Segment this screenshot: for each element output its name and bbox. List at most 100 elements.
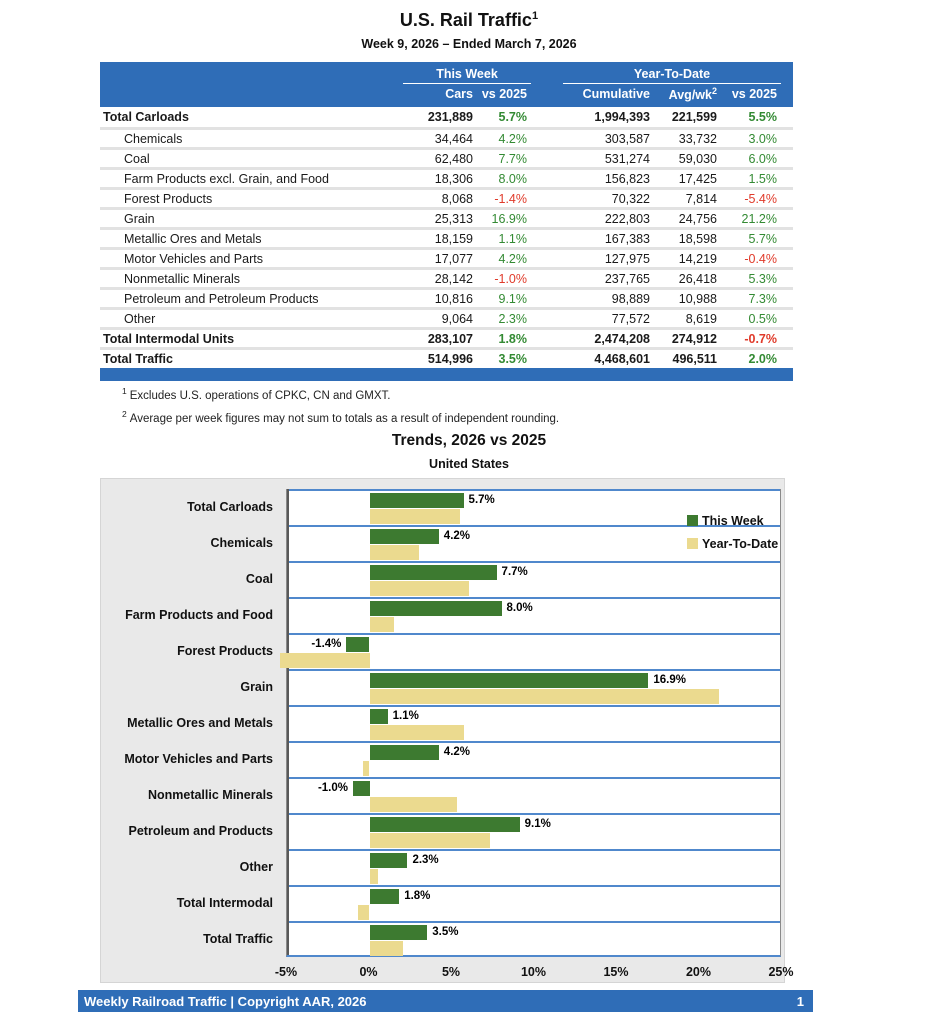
cell-cars: 283,107 bbox=[427, 331, 473, 346]
x-axis-tick-label: 5% bbox=[441, 965, 461, 979]
cell-ytd-vs2025: 5.5% bbox=[748, 110, 778, 124]
table-row: Motor Vehicles and Parts 17,077 4.2% 127,97… bbox=[100, 247, 793, 267]
cell-cumulative: 70,322 bbox=[611, 191, 650, 206]
row-label: Total Traffic bbox=[103, 351, 173, 366]
bar-value-label: 2.3% bbox=[412, 854, 439, 866]
cell-avg-per-week: 59,030 bbox=[678, 151, 717, 166]
cell-ytd-vs2025: 5.3% bbox=[748, 271, 778, 286]
cell-week-vs2025: -1.0% bbox=[494, 271, 527, 286]
cell-avg-per-week: 18,598 bbox=[678, 231, 717, 246]
cell-cars: 62,480 bbox=[434, 151, 473, 166]
bar-value-label: 7.7% bbox=[501, 566, 528, 578]
row-label: Metallic Ores and Metals bbox=[124, 231, 262, 246]
table-body: Total Carloads 231,889 5.7% 1,994,393 221,59… bbox=[100, 107, 793, 367]
table-row: Total Intermodal Units 283,107 1.8% 2,474,2… bbox=[100, 327, 793, 347]
cell-week-vs2025: 7.7% bbox=[498, 151, 528, 166]
chart-category-label: Petroleum and Products bbox=[128, 824, 273, 838]
row-label: Forest Products bbox=[124, 191, 213, 206]
legend-item-year-to-date: Year-To-Date bbox=[687, 532, 778, 555]
x-axis-tick-label: 10% bbox=[520, 965, 547, 979]
year-to-date-bar bbox=[369, 545, 419, 560]
chart-legend: This Week Year-To-Date bbox=[687, 509, 778, 555]
column-header-cumulative: Cumulative bbox=[582, 87, 650, 101]
cell-avg-per-week: 221,599 bbox=[671, 110, 717, 124]
legend-item-this-week: This Week bbox=[687, 509, 778, 532]
column-header-avgwk: Avg/wk2 bbox=[654, 86, 721, 102]
table-row: Nonmetallic Minerals 28,142 -1.0% 237,765 26… bbox=[100, 267, 793, 287]
chart-category-label: Nonmetallic Minerals bbox=[147, 788, 273, 802]
cell-cumulative: 2,474,208 bbox=[594, 331, 650, 346]
chart-category-label: Forest Products bbox=[177, 644, 273, 658]
cell-ytd-vs2025: 3.0% bbox=[748, 131, 778, 146]
this-week-bar bbox=[369, 889, 400, 904]
year-to-date-bar bbox=[369, 617, 395, 632]
this-week-bar bbox=[353, 781, 370, 796]
page-title: U.S. Rail Traffic1 bbox=[0, 10, 938, 31]
table-row: Total Carloads 231,889 5.7% 1,994,393 221,59… bbox=[100, 107, 793, 127]
table-row: Chemicals 34,464 4.2% 303,587 33,732 3.0% bbox=[100, 127, 793, 147]
row-label: Other bbox=[124, 311, 156, 326]
cell-week-vs2025: 1.1% bbox=[498, 231, 528, 246]
group-header-this-week: This Week bbox=[403, 67, 531, 84]
cell-ytd-vs2025: -0.4% bbox=[744, 251, 777, 266]
x-axis-tick-label: 0% bbox=[359, 965, 378, 979]
year-to-date-bar bbox=[369, 689, 720, 704]
chart-title: Trends, 2026 vs 2025 bbox=[391, 432, 547, 449]
footer-page-number: 1 bbox=[796, 993, 804, 1009]
page-footer-bar: Weekly Railroad Traffic | Copyright AAR,… bbox=[78, 990, 813, 1012]
cell-cumulative: 531,274 bbox=[604, 151, 650, 166]
bar-value-label: 5.7% bbox=[468, 494, 495, 506]
table-row: Metallic Ores and Metals 18,159 1.1% 167,38… bbox=[100, 227, 793, 247]
chart-band bbox=[287, 597, 780, 633]
footnote-2-text: Average per week figures may not sum to … bbox=[129, 412, 560, 425]
cell-cars: 9,064 bbox=[441, 311, 473, 326]
year-to-date-bar bbox=[369, 797, 457, 812]
year-to-date-bar bbox=[280, 653, 370, 668]
year-to-date-bar bbox=[369, 941, 403, 956]
chart-category-label: Total Traffic bbox=[203, 932, 273, 946]
row-label: Motor Vehicles and Parts bbox=[124, 251, 263, 266]
cell-cars: 34,464 bbox=[434, 131, 473, 146]
chart-category-label: Other bbox=[239, 860, 273, 874]
table-row: Coal 62,480 7.7% 531,274 59,030 6.0% bbox=[100, 147, 793, 167]
chart-category-label: Total Intermodal bbox=[176, 896, 273, 910]
x-axis-tick-label: 25% bbox=[768, 965, 794, 979]
chart-band bbox=[287, 633, 780, 669]
cell-ytd-vs2025: 21.2% bbox=[741, 211, 777, 226]
table-row: Grain 25,313 16.9% 222,803 24,756 21.2% bbox=[100, 207, 793, 227]
cell-avg-per-week: 26,418 bbox=[678, 271, 717, 286]
table-row: Forest Products 8,068 -1.4% 70,322 7,814 -5.4… bbox=[100, 187, 793, 207]
chart-band bbox=[287, 741, 780, 777]
cell-ytd-vs2025: 7.3% bbox=[748, 291, 778, 306]
chart-band bbox=[287, 561, 780, 597]
cell-cumulative: 4,468,601 bbox=[594, 351, 650, 366]
cell-avg-per-week: 10,988 bbox=[678, 291, 717, 306]
cell-avg-per-week: 8,619 bbox=[685, 311, 717, 326]
bar-value-label: 4.2% bbox=[443, 530, 471, 542]
this-week-bar bbox=[369, 493, 464, 508]
bar-value-label: 4.2% bbox=[443, 746, 471, 758]
bar-value-label: 3.5% bbox=[432, 926, 459, 938]
bar-value-label: 1.1% bbox=[392, 710, 419, 722]
year-to-date-bar bbox=[369, 581, 469, 596]
cell-avg-per-week: 274,912 bbox=[671, 331, 717, 346]
cell-cumulative: 127,975 bbox=[604, 251, 650, 266]
chart-plot: This Week Year-To-Date 5.7% 4.2% 7.7% 8.0% -1… bbox=[280, 489, 781, 957]
cell-avg-per-week: 7,814 bbox=[685, 191, 717, 206]
chart-subtitle: United States bbox=[429, 457, 509, 471]
chart-category-label: Farm Products and Food bbox=[125, 608, 273, 622]
cell-week-vs2025: 4.2% bbox=[498, 251, 528, 266]
footnote-1-marker: 1 bbox=[122, 386, 127, 396]
table-row: Petroleum and Petroleum Products 10,816 9.… bbox=[100, 287, 793, 307]
year-to-date-bar bbox=[369, 869, 378, 884]
x-axis-tick-label: 20% bbox=[685, 965, 712, 979]
legend-label: Year-To-Date bbox=[702, 536, 779, 551]
year-to-date-bar bbox=[369, 725, 464, 740]
cell-cumulative: 237,765 bbox=[604, 271, 650, 286]
year-to-date-bar bbox=[362, 761, 370, 776]
cell-ytd-vs2025: 0.5% bbox=[748, 311, 778, 326]
table-row: Farm Products excl. Grain, and Food 18,30… bbox=[100, 167, 793, 187]
cell-week-vs2025: 2.3% bbox=[498, 311, 528, 326]
row-label: Chemicals bbox=[124, 131, 183, 146]
chart-category-label: Coal bbox=[245, 572, 273, 586]
